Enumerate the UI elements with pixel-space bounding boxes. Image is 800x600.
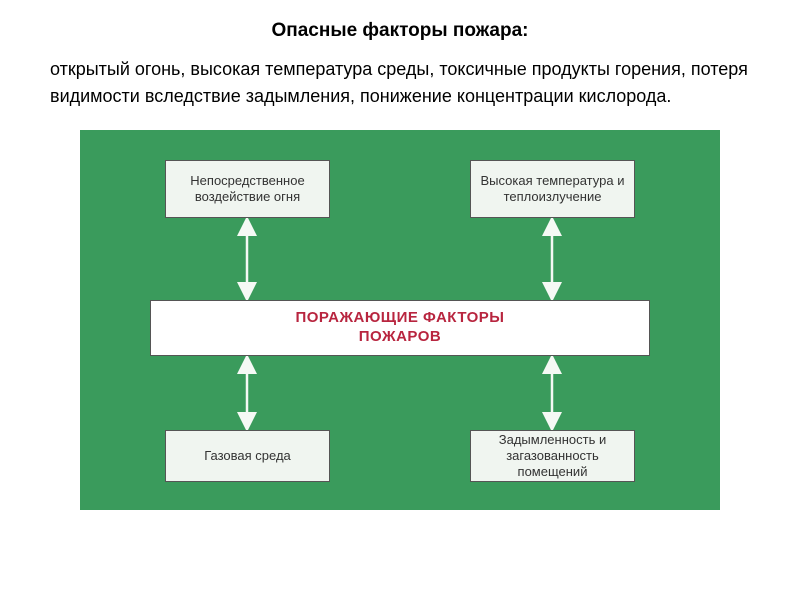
node-label: Высокая температура и теплоизлучение (479, 173, 626, 206)
center-line1: ПОРАЖАЮЩИЕ ФАКТОРЫ (295, 309, 504, 326)
node-center: ПОРАЖАЮЩИЕ ФАКТОРЫ ПОЖАРОВ (150, 300, 650, 356)
node-label: Задымленность и загазованность помещений (479, 432, 626, 481)
center-label: ПОРАЖАЮЩИЕ ФАКТОРЫ ПОЖАРОВ (295, 309, 504, 347)
node-bottom-right: Задымленность и загазованность помещений (470, 430, 635, 482)
page-title: Опасные факторы пожара: (50, 20, 750, 42)
center-line2: ПОЖАРОВ (359, 328, 441, 345)
node-bottom-left: Газовая среда (165, 430, 330, 482)
node-label: Непосредственное воздействие огня (174, 173, 321, 206)
node-top-right: Высокая температура и теплоизлучение (470, 160, 635, 218)
node-top-left: Непосредственное воздействие огня (165, 160, 330, 218)
node-label: Газовая среда (204, 448, 291, 464)
description-text: открытый огонь, высокая температура сред… (50, 56, 750, 110)
diagram-container: Непосредственное воздействие огня Высока… (80, 130, 720, 510)
